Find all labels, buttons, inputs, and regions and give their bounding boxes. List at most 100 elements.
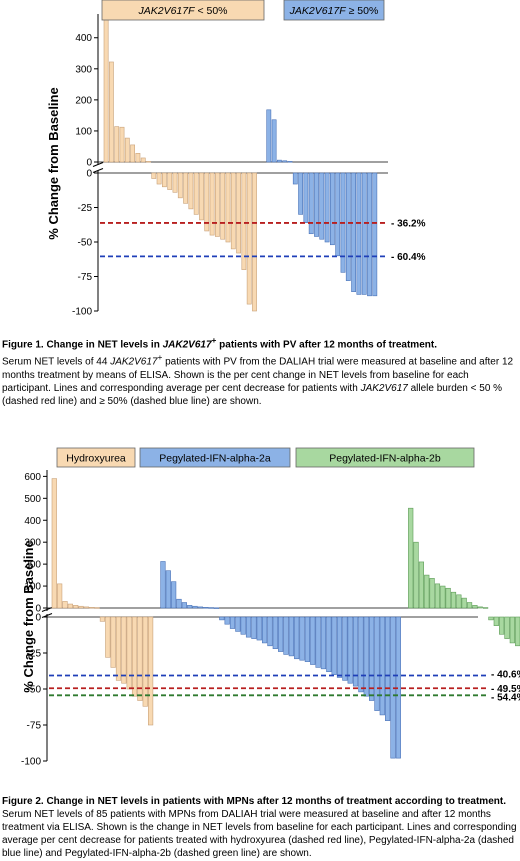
- bar: [363, 616, 369, 697]
- bar: [148, 616, 154, 726]
- bar: [276, 159, 282, 163]
- bar: [203, 607, 209, 609]
- bar: [245, 616, 252, 638]
- y-tick-label: 300: [24, 538, 41, 549]
- bar: [115, 616, 122, 681]
- bar: [130, 144, 135, 163]
- figure-1-caption: Figure 1. Change in NET levels in JAK2V6…: [2, 334, 518, 408]
- y-tick-label: -100: [72, 307, 92, 318]
- bar: [509, 616, 515, 644]
- reference-line-label: - 54.4%: [491, 692, 520, 703]
- bar: [160, 561, 166, 609]
- bar: [372, 172, 378, 297]
- bar: [324, 172, 330, 243]
- bar: [278, 616, 284, 652]
- y-tick-label: 0: [35, 613, 41, 624]
- caption-text: patients with PV after 12 months of trea…: [216, 339, 437, 351]
- bar: [78, 605, 84, 609]
- bar: [429, 578, 435, 609]
- bar: [329, 172, 335, 246]
- caption-italic: JAK2V617: [360, 382, 408, 394]
- bar: [192, 605, 198, 609]
- bar: [57, 583, 63, 609]
- bar: [482, 607, 489, 609]
- legend-label: Pegylated-IFN-alpha-2b: [329, 453, 441, 465]
- y-tick-label: 0: [35, 604, 41, 615]
- bar: [413, 541, 419, 609]
- bar: [94, 607, 100, 609]
- bar: [177, 172, 183, 199]
- bar: [156, 172, 162, 185]
- legend-box: [101, 0, 265, 21]
- bar: [256, 616, 262, 641]
- bar: [358, 616, 364, 693]
- figure-1-caption-body: Serum NET levels of 44 JAK2V617+ patient…: [2, 351, 518, 407]
- bar: [89, 607, 95, 609]
- y-tick-label: 600: [24, 472, 41, 483]
- bar: [204, 172, 210, 232]
- bar: [114, 126, 120, 163]
- bar: [213, 607, 220, 609]
- bar: [193, 172, 199, 215]
- bar: [124, 137, 130, 163]
- caption-text: Serum NET levels of 44: [2, 356, 111, 368]
- caption-text: allele burden < 50 % (dashed red line) a…: [2, 382, 503, 407]
- bar: [368, 616, 375, 701]
- reference-line-label: - 49.5%: [491, 684, 520, 695]
- bar: [208, 607, 214, 609]
- bar: [109, 61, 114, 163]
- bar: [266, 109, 272, 163]
- bar: [288, 616, 294, 657]
- bar: [252, 172, 257, 312]
- bar: [236, 172, 241, 254]
- bar: [209, 172, 215, 236]
- y-tick-label: -25: [78, 203, 93, 214]
- legend-box: [283, 0, 385, 21]
- bar: [326, 616, 332, 673]
- axis-break-mark: [41, 607, 53, 612]
- bar: [298, 172, 303, 215]
- bar: [272, 616, 278, 649]
- bar: [215, 172, 220, 237]
- bar: [162, 172, 167, 188]
- bar: [110, 616, 116, 668]
- y-tick-label: 0: [86, 169, 92, 180]
- y-tick-label: 500: [24, 494, 41, 505]
- bar: [408, 507, 414, 609]
- reference-line-label: - 36.2%: [391, 218, 426, 229]
- bar: [172, 172, 178, 193]
- legend-label: JAK2V617F < 50%: [137, 5, 227, 17]
- bar: [347, 616, 353, 684]
- bar: [283, 616, 289, 655]
- bar: [472, 605, 478, 609]
- y-tick-label: 100: [24, 582, 41, 593]
- bar: [352, 616, 359, 687]
- bar: [450, 591, 457, 609]
- bar: [303, 172, 309, 223]
- bar: [261, 616, 268, 644]
- bar: [183, 172, 188, 204]
- bar: [99, 616, 106, 622]
- legend-label: Pegylated-IFN-alpha-2a: [159, 453, 271, 465]
- bar: [287, 161, 293, 163]
- axis-break-mark: [92, 168, 104, 173]
- bar: [229, 616, 236, 629]
- bar: [131, 616, 138, 697]
- bar: [235, 616, 241, 632]
- bar: [504, 616, 510, 639]
- bar: [140, 157, 146, 163]
- bar: [119, 126, 125, 163]
- bar: [282, 160, 288, 163]
- bar: [374, 616, 380, 711]
- reference-line-label: - 60.4%: [391, 252, 426, 263]
- bar: [294, 616, 300, 660]
- bar: [488, 616, 494, 621]
- y-tick-label: 400: [24, 516, 41, 527]
- bar: [135, 153, 141, 163]
- bar: [418, 561, 425, 609]
- y-tick-label: 300: [75, 64, 92, 75]
- y-axis-label: % Change from Baseline: [46, 87, 61, 239]
- bar: [165, 570, 171, 609]
- bar: [142, 616, 148, 707]
- bar: [385, 616, 391, 721]
